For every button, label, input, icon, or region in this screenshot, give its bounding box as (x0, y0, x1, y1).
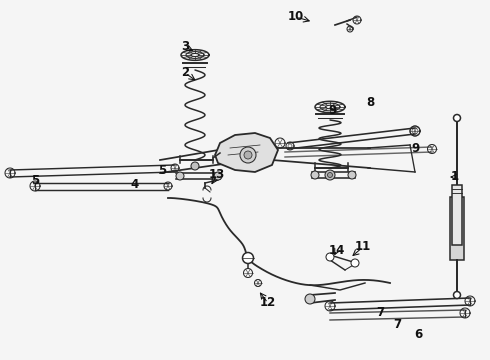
Circle shape (351, 259, 359, 267)
Circle shape (191, 162, 199, 170)
Polygon shape (215, 133, 278, 172)
Text: 8: 8 (366, 96, 374, 109)
Circle shape (176, 172, 184, 180)
Circle shape (348, 171, 356, 179)
Text: 7: 7 (376, 306, 384, 319)
Circle shape (305, 294, 315, 304)
Circle shape (454, 114, 461, 122)
Text: 14: 14 (329, 243, 345, 256)
Text: 13: 13 (209, 168, 225, 181)
Text: 7: 7 (393, 319, 401, 332)
Circle shape (243, 252, 253, 264)
Text: 9: 9 (328, 104, 336, 117)
Text: 3: 3 (181, 40, 189, 54)
Text: 12: 12 (260, 297, 276, 310)
Circle shape (326, 253, 334, 261)
Text: 5: 5 (158, 163, 166, 176)
Text: 4: 4 (131, 179, 139, 192)
Circle shape (214, 172, 222, 180)
Text: 6: 6 (414, 328, 422, 342)
Text: 1: 1 (451, 171, 459, 184)
Circle shape (240, 147, 256, 163)
Text: 9: 9 (411, 141, 419, 154)
Text: 10: 10 (288, 10, 304, 23)
Circle shape (325, 170, 335, 180)
Text: 11: 11 (355, 240, 371, 253)
Bar (452, 185, 462, 246)
Bar (450, 197, 464, 260)
Text: 5: 5 (31, 174, 39, 186)
Circle shape (311, 171, 319, 179)
Circle shape (244, 151, 252, 159)
Circle shape (327, 172, 333, 177)
Text: 2: 2 (181, 67, 189, 80)
Circle shape (454, 292, 461, 298)
